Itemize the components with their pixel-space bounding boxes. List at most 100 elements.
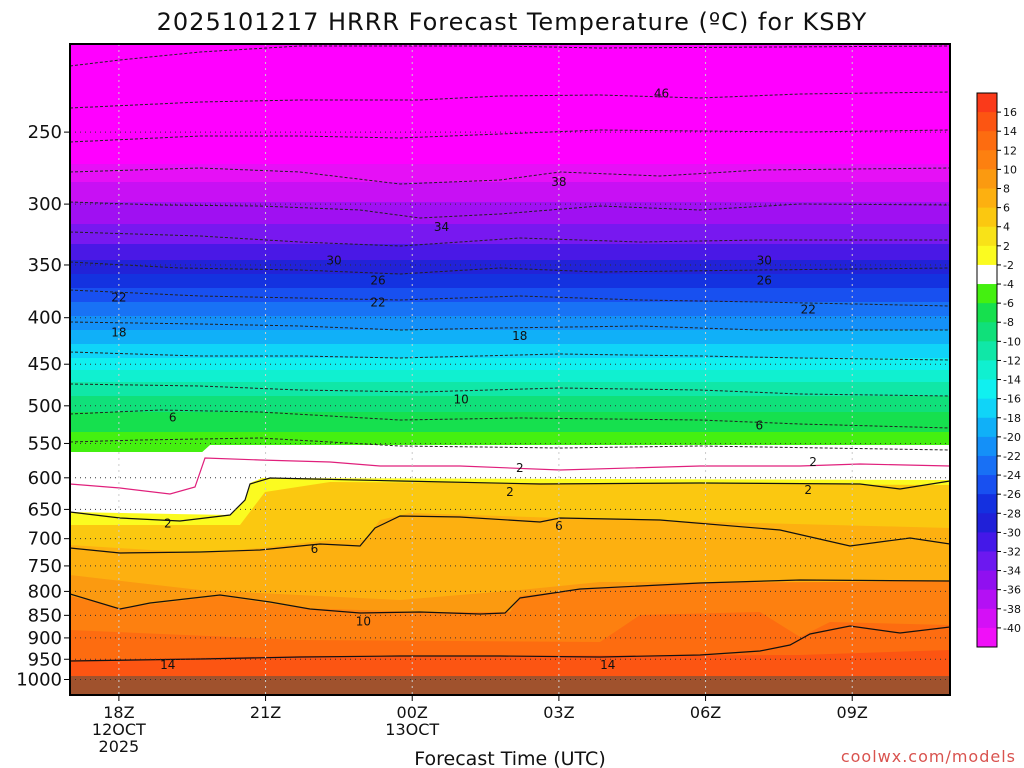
y-tick-label: 1000 — [16, 670, 62, 691]
plot-area — [70, 44, 950, 695]
y-tick-label: 950 — [28, 649, 62, 670]
y-tick-label: 600 — [28, 468, 62, 489]
x-tick-label: 2025 — [99, 737, 140, 756]
colorbar-swatch — [977, 150, 997, 170]
band-minus-22 — [70, 302, 950, 316]
colorbar-label: -10 — [1003, 335, 1021, 348]
colorbar-label: -40 — [1003, 622, 1021, 635]
band-minus-8 — [70, 396, 950, 412]
colorbar-label: 16 — [1003, 106, 1017, 119]
colorbar-label: -34 — [1003, 565, 1021, 578]
colorbar-swatch — [977, 417, 997, 438]
band-minus-30 — [70, 244, 950, 260]
isotherm-label: 6 — [756, 418, 764, 432]
isotherm-label: 2 — [506, 485, 514, 499]
colorbar-swatch — [977, 264, 997, 285]
x-tick-label: 06Z — [690, 703, 721, 722]
colorbar-label: -12 — [1003, 354, 1021, 367]
band-minus-44 — [70, 164, 950, 182]
colorbar-label: -38 — [1003, 603, 1021, 616]
band-minus-40 — [70, 182, 950, 202]
colorbar-swatch — [977, 589, 997, 610]
colorbar-label: -18 — [1003, 412, 1021, 425]
isotherm-label: 14 — [160, 658, 175, 672]
colorbar-label: -30 — [1003, 526, 1021, 539]
x-tick-label: 12OCT — [92, 720, 146, 739]
isotherm-label: 2 — [809, 455, 817, 469]
colorbar-swatch — [977, 169, 997, 190]
colorbar-swatch — [977, 284, 997, 304]
band-minus-12 — [70, 370, 950, 382]
isotherm-label: 2 — [804, 483, 812, 497]
colorbar-swatch — [977, 360, 997, 381]
colorbar-label: -24 — [1003, 469, 1021, 482]
x-tick-label: 00Z — [397, 703, 428, 722]
colorbar-label: 10 — [1003, 163, 1017, 176]
colorbar-swatch — [977, 93, 997, 113]
colorbar-label: -8 — [1003, 316, 1014, 329]
x-tick-label: 21Z — [250, 703, 281, 722]
isotherm-dashed — [70, 167, 950, 185]
colorbar-swatch — [977, 322, 997, 342]
isotherm-dashed — [70, 45, 950, 67]
isotherm-label: 14 — [600, 658, 615, 672]
colorbar-swatch — [977, 513, 997, 533]
isotherm-label: 6 — [169, 411, 177, 425]
colorbar-swatch — [977, 188, 997, 209]
isotherm-dashed — [70, 231, 950, 247]
colorbar-swatch — [977, 245, 997, 266]
isotherm-label: 18 — [512, 329, 527, 343]
y-tick-label: 900 — [28, 628, 62, 649]
colorbar-swatch — [977, 608, 997, 629]
colorbar-label: -26 — [1003, 488, 1021, 501]
y-tick-label: 800 — [28, 581, 62, 602]
x-tick-label: 18Z — [103, 703, 134, 722]
chart-title: 2025101217 HRRR Forecast Temperature (ºC… — [157, 8, 868, 36]
colorbar-swatch — [977, 226, 997, 247]
colorbar-label: 14 — [1003, 125, 1017, 138]
colorbar-swatch — [977, 207, 997, 228]
y-tick-label: 300 — [28, 194, 62, 215]
isotherm-dashed — [70, 437, 950, 451]
isotherm-label: 10 — [453, 393, 468, 407]
isotherm-solid — [70, 625, 950, 662]
colorbar-label: -32 — [1003, 545, 1021, 558]
credit-text[interactable]: coolwx.com/models — [841, 747, 1016, 766]
isotherm-dashed — [70, 91, 950, 109]
y-tick-label: 700 — [28, 529, 62, 550]
band-minus-26 — [70, 274, 950, 288]
band-minus-6 — [70, 412, 950, 432]
colorbar-label: 12 — [1003, 144, 1017, 157]
colorbar-label: -14 — [1003, 374, 1021, 387]
isotherm-label: 26 — [757, 273, 772, 287]
band-minus-18 — [70, 330, 950, 344]
y-tick-label: 450 — [28, 354, 62, 375]
isotherms — [70, 45, 950, 662]
colorbar-label: 2 — [1003, 240, 1010, 253]
isotherm-dashed — [70, 289, 950, 307]
isotherm-dashed — [70, 321, 950, 331]
colorbar-swatch — [977, 475, 997, 495]
band-minus-24 — [70, 288, 950, 302]
isotherm-label: 2 — [516, 461, 524, 475]
isotherm-label: 10 — [356, 614, 371, 628]
isotherm-label: 22 — [370, 296, 385, 310]
band-minus-28 — [70, 260, 950, 274]
y-tick-label: 750 — [28, 556, 62, 577]
isotherm-dashed — [70, 409, 950, 429]
colorbar-swatch — [977, 112, 997, 132]
y-tick-label: 650 — [28, 499, 62, 520]
isotherm-label: 46 — [654, 86, 669, 100]
isotherm-dashed — [70, 261, 950, 275]
colorbar-label: -6 — [1003, 297, 1014, 310]
colorbar-label: -22 — [1003, 450, 1021, 463]
isotherm-dashed — [70, 201, 950, 219]
plot-frame — [69, 43, 951, 696]
y-tick-label: 850 — [28, 605, 62, 626]
isotherm-label: 34 — [434, 220, 449, 234]
isotherm-label: 30 — [326, 253, 341, 267]
colorbar-swatch — [977, 341, 997, 361]
isotherm-label: 30 — [757, 253, 772, 267]
x-tick-label: 03Z — [543, 703, 574, 722]
